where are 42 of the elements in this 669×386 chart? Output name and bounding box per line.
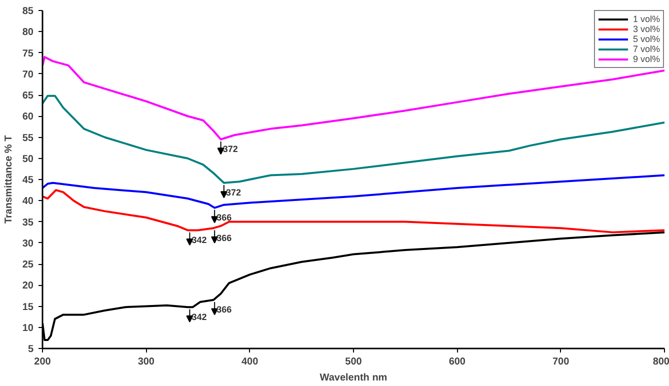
annotation: 372: [226, 188, 242, 198]
legend-label: 3 vol%: [632, 24, 660, 34]
y-tick-label: 45: [22, 175, 34, 186]
y-tick-label: 40: [22, 196, 34, 208]
y-axis-title: Transmittance % T: [3, 135, 14, 224]
line-series: [42, 174, 664, 209]
legend-label: 7 vol%: [632, 44, 660, 54]
x-tick-label: 300: [138, 356, 155, 368]
y-tick-label: 5: [28, 344, 34, 355]
y-tick-label: 80: [22, 27, 34, 38]
x-axis-title: Wavelenth nm: [320, 372, 388, 384]
x-tick-label: 200: [34, 356, 52, 368]
y-tick-label: 70: [22, 69, 34, 80]
line-series: [42, 94, 664, 184]
y-tick-label: 30: [22, 238, 34, 250]
y-tick-label: 55: [22, 132, 34, 144]
annotation: 366: [216, 212, 232, 223]
y-tick-label: 85: [22, 6, 34, 17]
y-tick-label: 15: [22, 302, 34, 313]
annotation: 342: [192, 234, 207, 245]
annotation: 366: [216, 304, 232, 315]
legend-label: 9 vol%: [632, 54, 660, 64]
x-tick-label: 700: [552, 356, 570, 368]
annotation: 372: [222, 144, 238, 154]
y-tick-label: 65: [22, 90, 34, 102]
y-tick-label: 75: [22, 48, 34, 60]
annotation: 366: [216, 232, 232, 243]
line-series: [42, 56, 664, 140]
y-tick-label: 25: [22, 260, 34, 270]
y-tick-label: 35: [22, 217, 34, 228]
y-tick-label: 20: [22, 280, 34, 292]
y-tick-label: 10: [22, 322, 34, 334]
legend-label: 5 vol%: [632, 34, 660, 44]
annotation: 342: [192, 312, 207, 322]
line-series: [42, 189, 664, 234]
x-tick-label: 800: [652, 356, 669, 368]
x-tick-label: 500: [345, 356, 362, 368]
x-tick-label: 600: [448, 356, 466, 368]
y-tick-label: 60: [22, 112, 34, 123]
x-tick-label: 400: [241, 356, 259, 368]
y-tick-label: 50: [22, 154, 34, 165]
legend-label: 1 vol%: [632, 14, 660, 24]
